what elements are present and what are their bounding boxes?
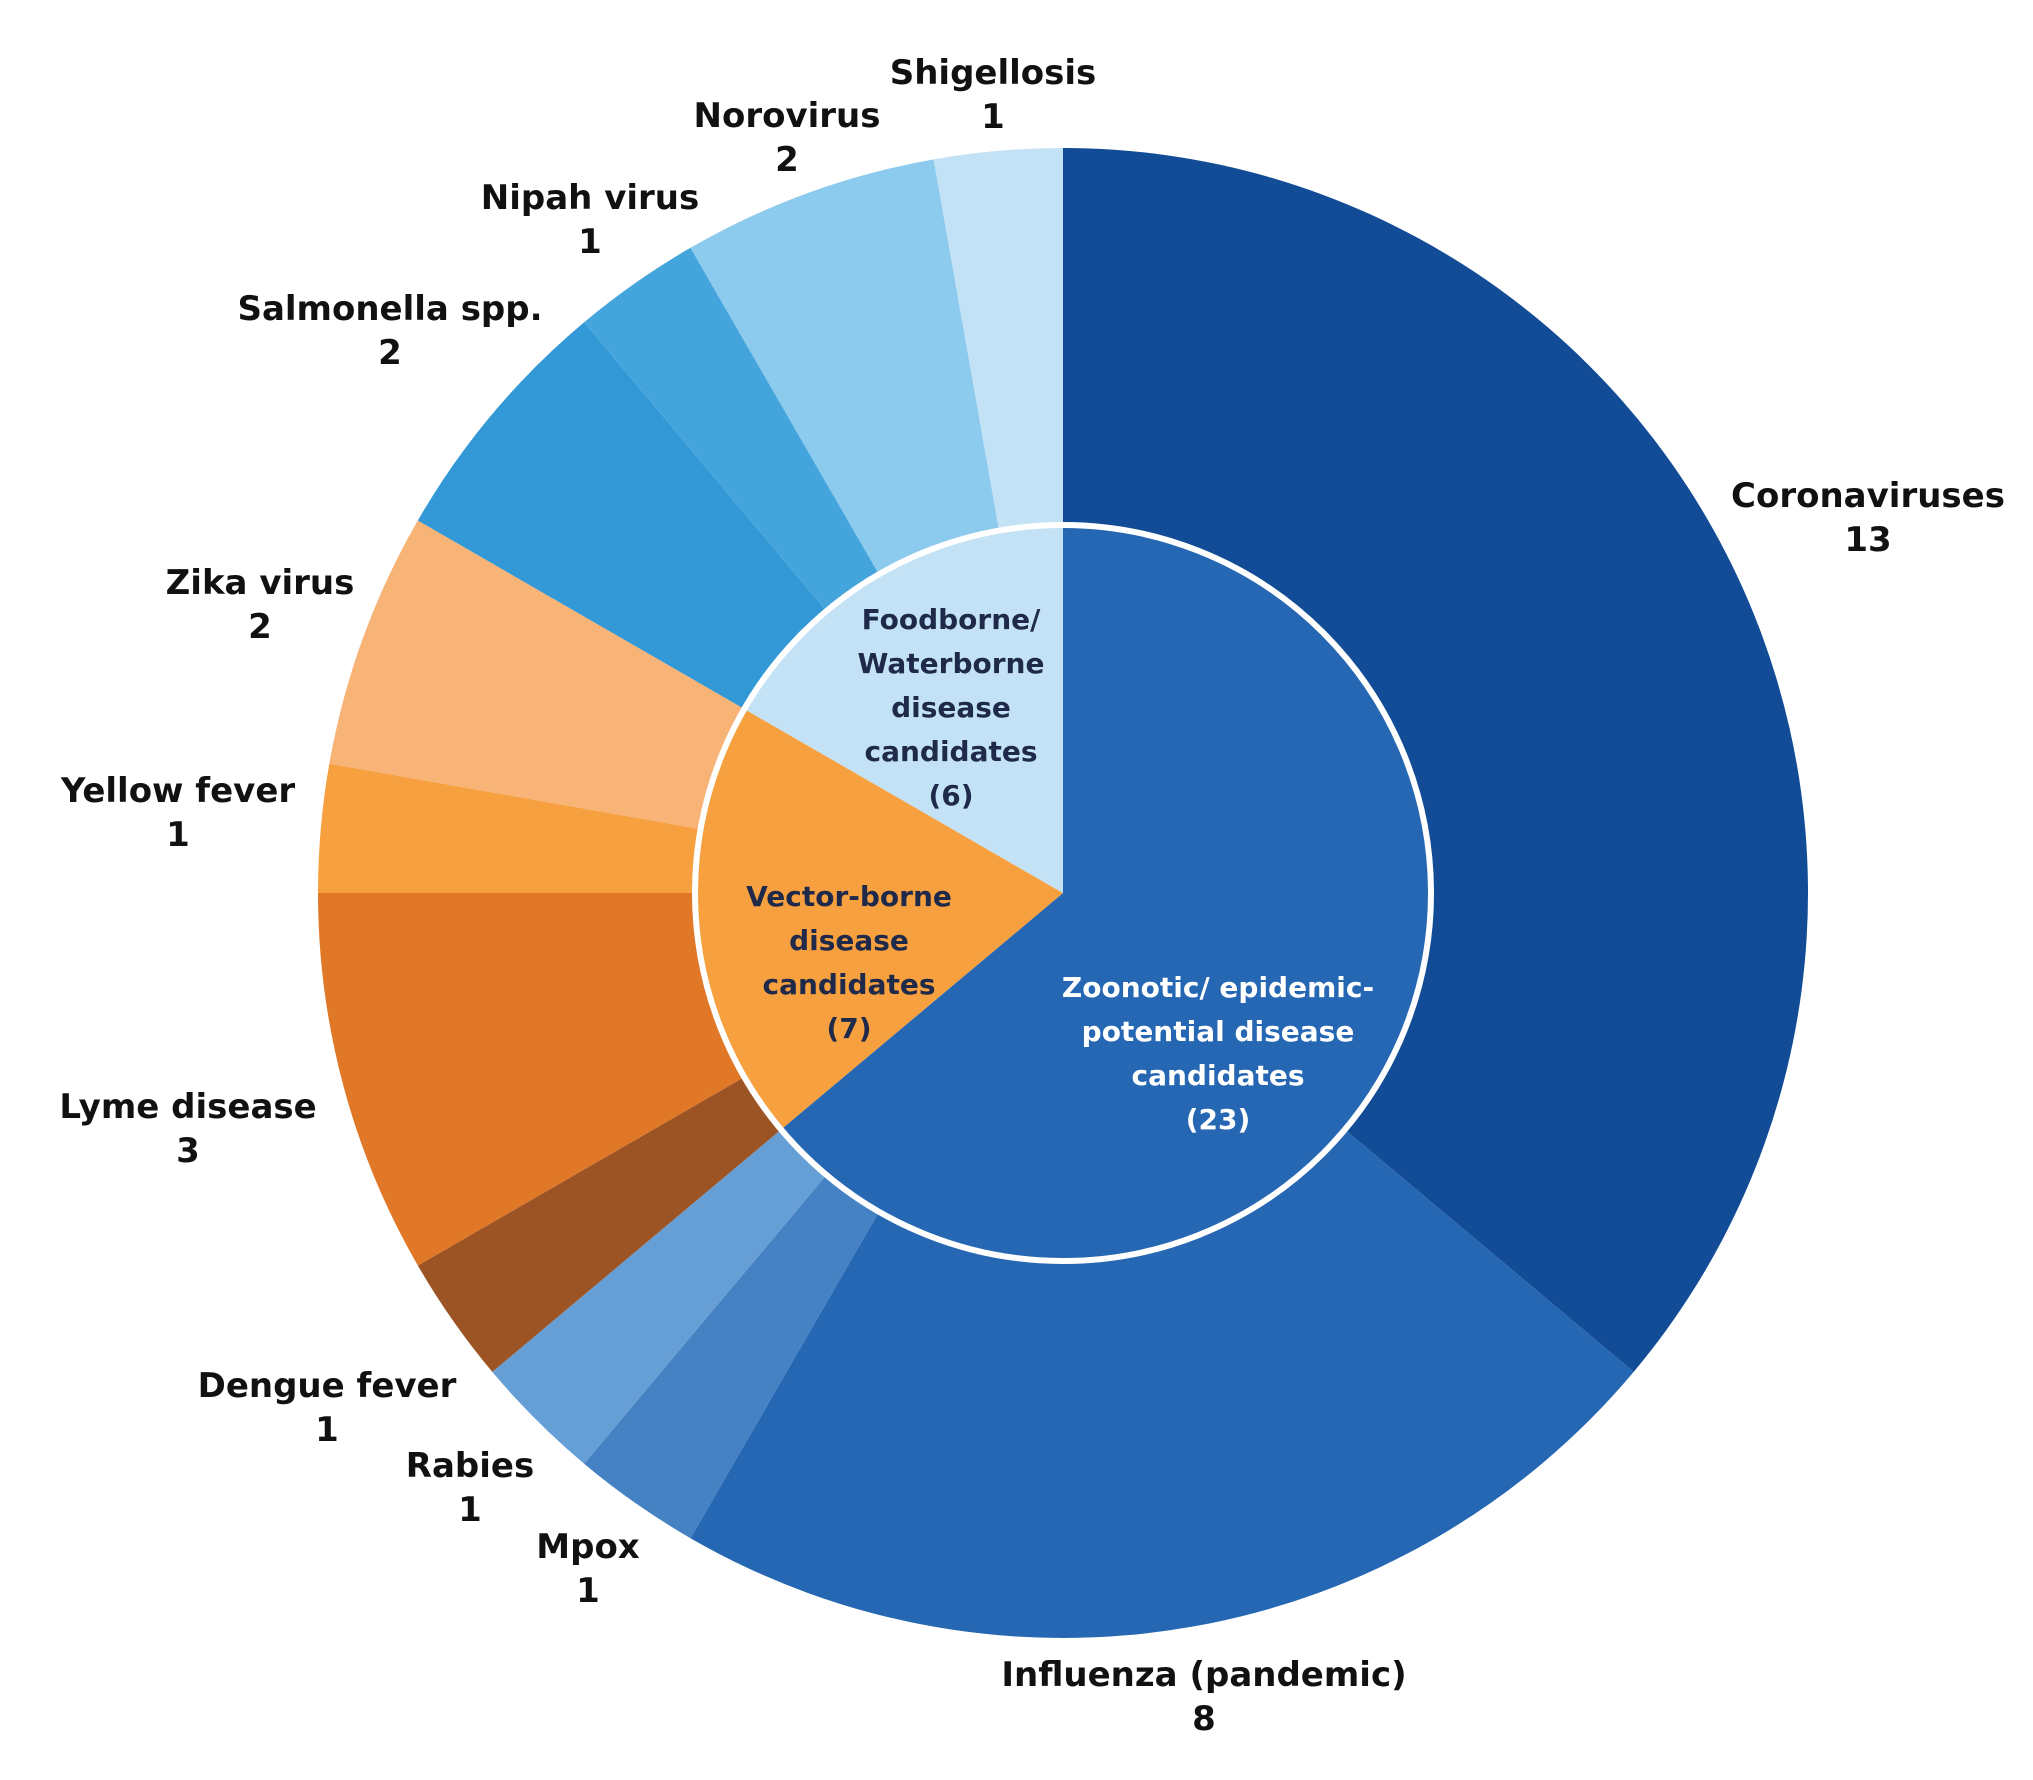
outer-label: Lyme disease 3 xyxy=(59,1085,316,1173)
outer-label: Rabies 1 xyxy=(406,1444,534,1532)
outer-label-value: 1 xyxy=(981,97,1005,137)
outer-label-value: 3 xyxy=(176,1131,200,1171)
outer-label-name: Dengue fever xyxy=(197,1366,457,1406)
outer-label-name: Lyme disease xyxy=(59,1087,317,1127)
outer-label-name: Norovirus xyxy=(693,96,881,136)
outer-label-value: 1 xyxy=(458,1490,482,1530)
outer-label-name: Mpox xyxy=(536,1527,640,1567)
inner-label-name: Foodborne/ Waterborne disease candidates xyxy=(857,603,1045,768)
outer-wedge xyxy=(318,763,701,893)
inner-label-name: Vector-borne disease candidates xyxy=(746,880,952,1001)
outer-wedge xyxy=(690,1129,1634,1638)
outer-label-value: 1 xyxy=(315,1410,339,1450)
outer-wedge xyxy=(318,893,745,1266)
outer-label-value: 1 xyxy=(166,815,190,855)
outer-label-name: Rabies xyxy=(405,1446,535,1486)
outer-label-name: Yellow fever xyxy=(60,771,296,811)
outer-label-name: Nipah virus xyxy=(480,178,700,218)
outer-label: Norovirus 2 xyxy=(694,94,881,182)
outer-label-name: Coronaviruses xyxy=(1731,476,2005,516)
outer-wedge xyxy=(584,1174,879,1539)
outer-label-value: 2 xyxy=(775,140,799,180)
outer-label: Salmonella spp. 2 xyxy=(237,287,542,375)
inner-label-value: (7) xyxy=(826,1012,872,1045)
outer-label-value: 1 xyxy=(578,222,602,262)
outer-label-name: Salmonella spp. xyxy=(237,289,543,329)
inner-wedge xyxy=(781,525,1431,1261)
inner-label: Zoonotic/ epidemic-potential disease can… xyxy=(1038,966,1398,1142)
outer-label-value: 13 xyxy=(1844,520,1892,560)
inner-wedge xyxy=(695,709,1063,1130)
inner-label-name: Zoonotic/ epidemic-potential disease can… xyxy=(1061,971,1375,1092)
outer-label: Nipah virus 1 xyxy=(481,176,699,264)
outer-label-name: Shigellosis xyxy=(889,53,1097,93)
outer-label: Dengue fever 1 xyxy=(198,1364,457,1452)
outer-label-name: Influenza (pandemic) xyxy=(1001,1655,1407,1695)
outer-label: Yellow fever 1 xyxy=(61,769,295,857)
outer-wedge xyxy=(1063,148,1808,1372)
inner-label-value: (6) xyxy=(928,779,974,812)
outer-wedge xyxy=(329,520,745,830)
outer-label-value: 2 xyxy=(248,607,272,647)
outer-wedge xyxy=(933,148,1063,531)
outer-label: Coronaviruses 13 xyxy=(1731,474,2005,562)
outer-label-name: Zika virus xyxy=(165,563,355,603)
inner-label-value: (23) xyxy=(1185,1103,1251,1136)
outer-label-value: 2 xyxy=(378,333,402,373)
outer-wedge xyxy=(492,1129,827,1464)
outer-label: Shigellosis 1 xyxy=(890,51,1097,139)
ring-divider xyxy=(692,522,1434,1264)
outer-wedge xyxy=(584,247,879,612)
outer-label-value: 8 xyxy=(1192,1699,1216,1739)
outer-label: Zika virus 2 xyxy=(166,561,355,649)
outer-wedge xyxy=(690,159,1000,575)
inner-label: Vector-borne disease candidates (7) xyxy=(734,875,964,1051)
outer-wedge xyxy=(417,322,827,709)
outer-wedge xyxy=(417,1077,782,1372)
outer-label: Influenza (pandemic) 8 xyxy=(1001,1653,1406,1741)
inner-label: Foodborne/ Waterborne disease candidates… xyxy=(836,598,1066,818)
outer-label: Mpox 1 xyxy=(536,1525,639,1613)
outer-label-value: 1 xyxy=(576,1571,600,1611)
